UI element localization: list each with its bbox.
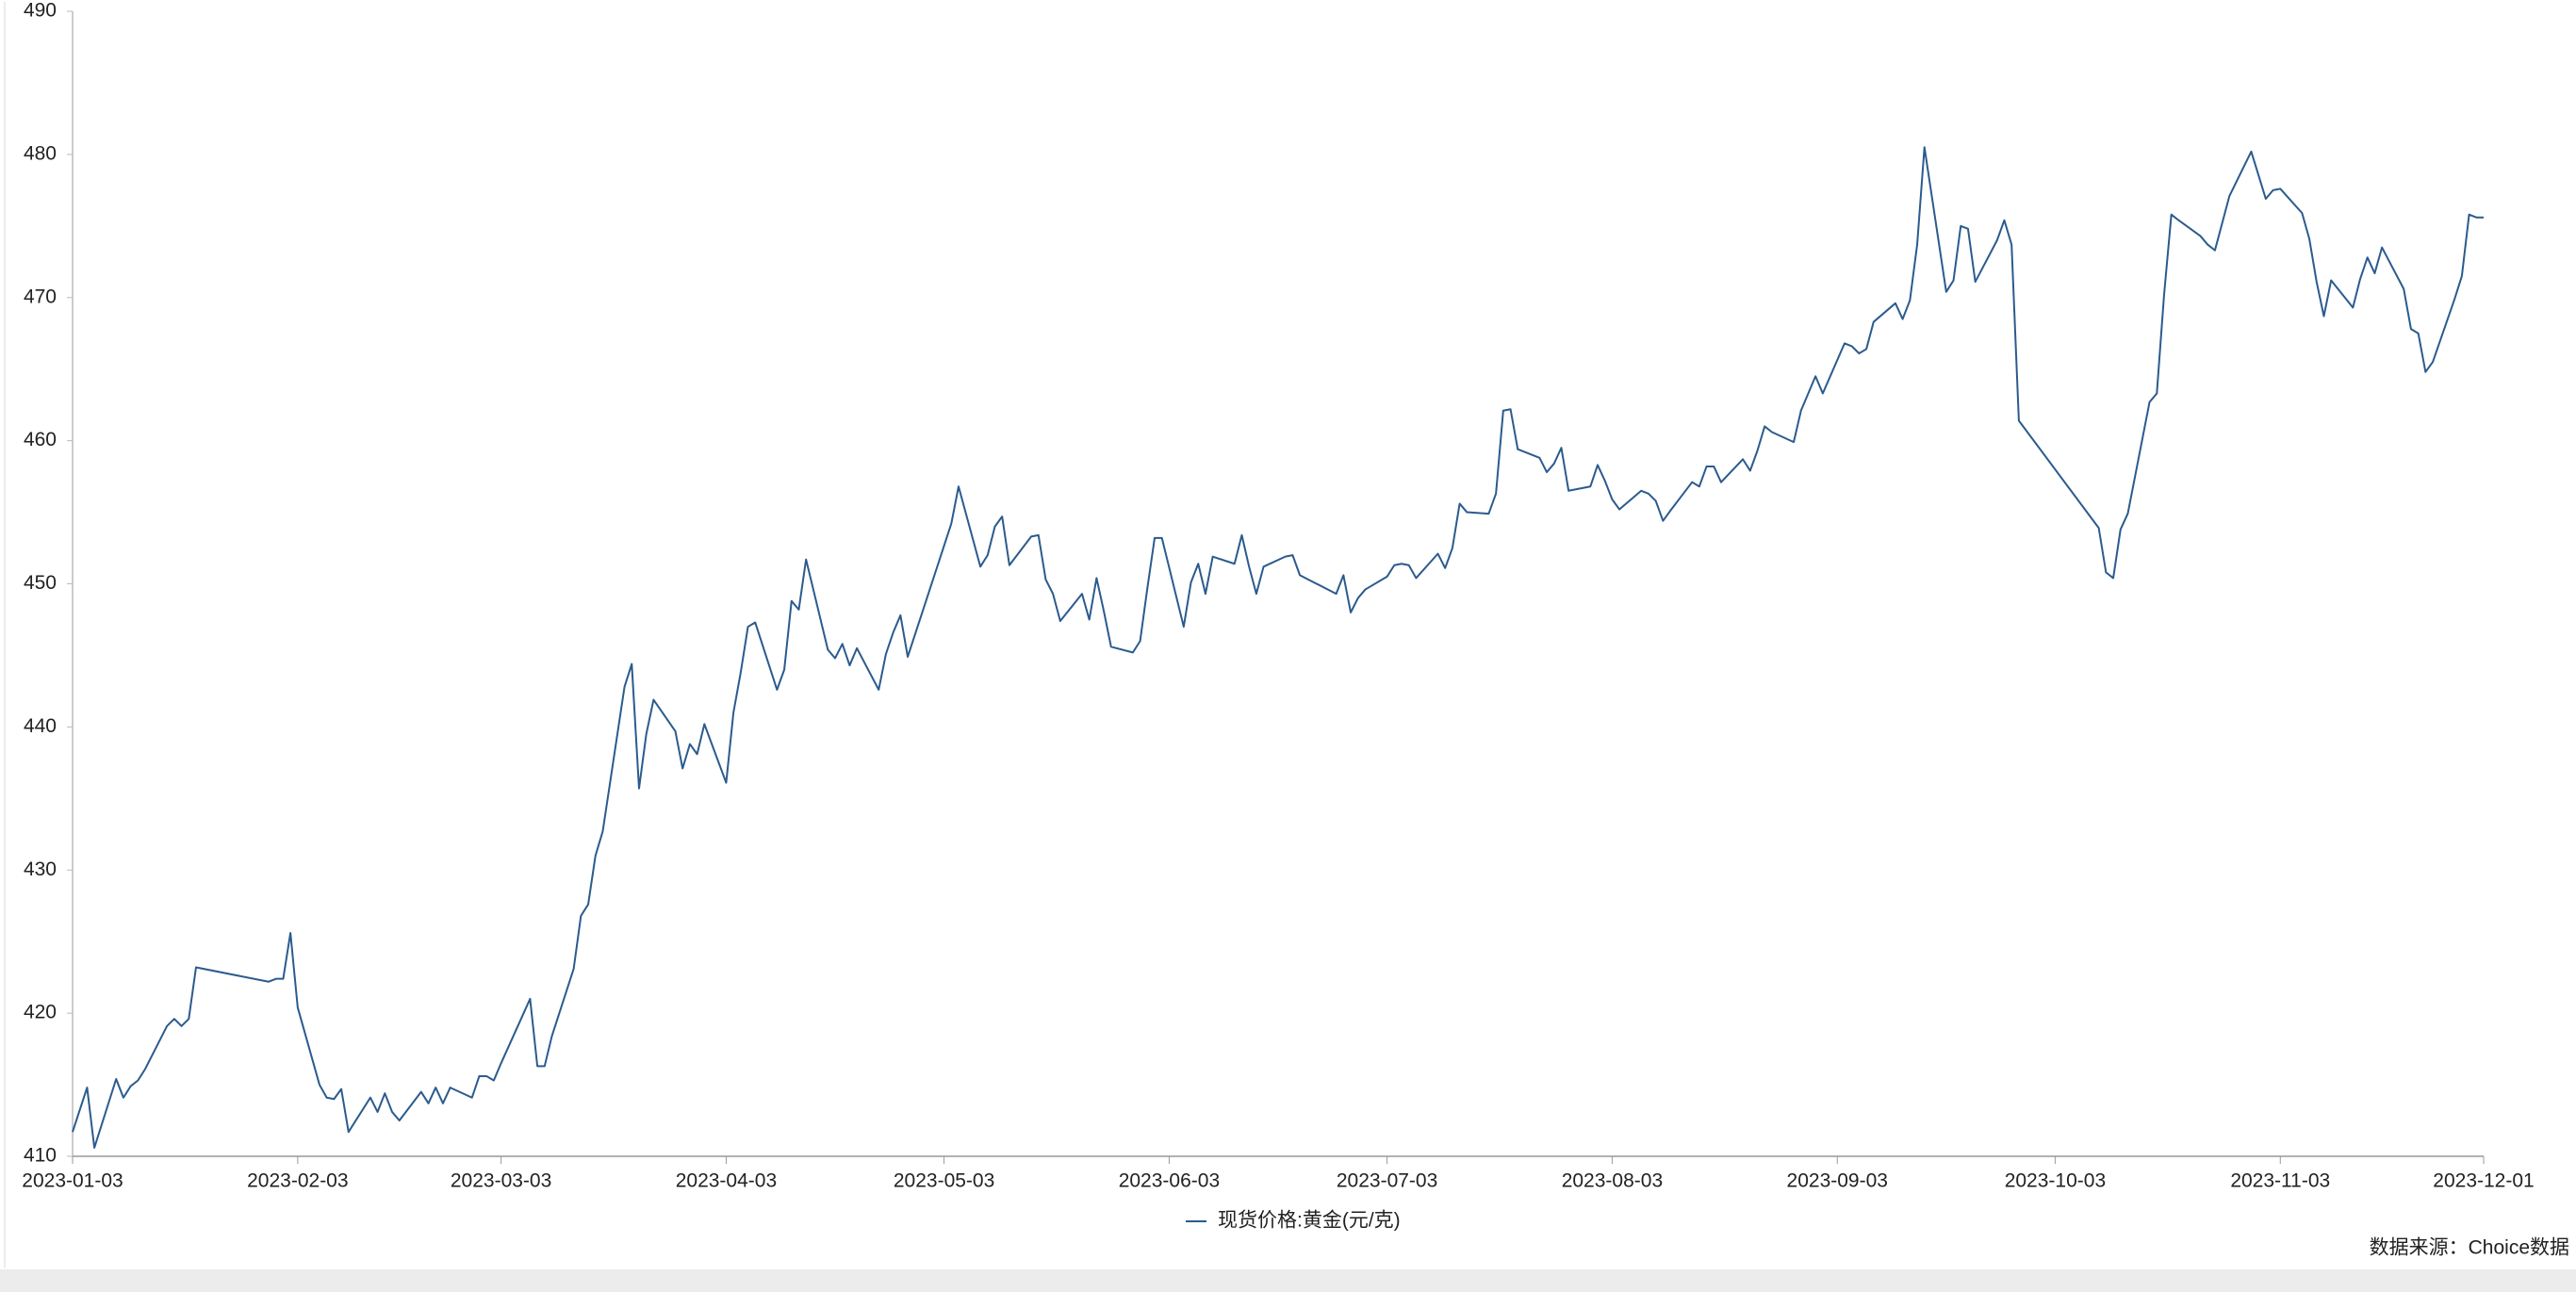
x-tick-label: 2023-01-03	[22, 1170, 123, 1192]
x-tick-label: 2023-05-03	[894, 1170, 994, 1192]
y-tick-label: 420	[24, 1002, 57, 1023]
x-tick-label: 2023-03-03	[451, 1170, 551, 1192]
x-tick-label: 2023-04-03	[676, 1170, 777, 1192]
y-tick-label: 470	[24, 286, 57, 307]
x-tick-label: 2023-12-01	[2433, 1170, 2534, 1192]
x-tick-label: 2023-09-03	[1787, 1170, 1888, 1192]
y-tick-label: 440	[24, 715, 57, 737]
y-tick-label: 460	[24, 429, 57, 450]
scrollbar-area	[0, 1269, 2576, 1292]
x-tick-label: 2023-10-03	[2005, 1170, 2106, 1192]
y-tick-label: 490	[24, 0, 57, 22]
y-tick-label: 480	[24, 142, 57, 164]
y-tick-label: 430	[24, 859, 57, 880]
x-tick-label: 2023-11-03	[2230, 1170, 2330, 1192]
line-series	[72, 146, 2484, 1149]
x-tick-label: 2023-07-03	[1337, 1170, 1437, 1192]
x-tick-label: 2023-08-03	[1562, 1170, 1663, 1192]
x-tick-label: 2023-06-03	[1119, 1170, 1220, 1192]
legend-label: 现货价格:黄金(元/克)	[1218, 1210, 1401, 1232]
y-tick-label: 410	[24, 1145, 57, 1167]
x-tick-label: 2023-02-03	[247, 1170, 348, 1192]
source-note: 数据来源：Choice数据	[2370, 1237, 2569, 1259]
y-tick-label: 450	[24, 572, 57, 594]
